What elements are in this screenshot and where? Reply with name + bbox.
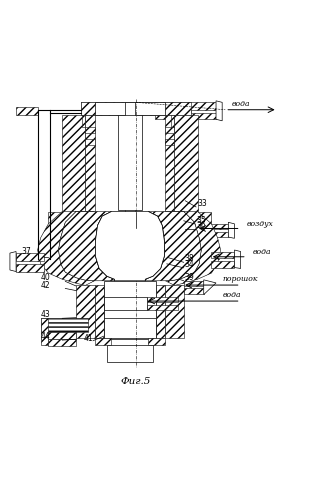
Bar [125, 102, 134, 262]
Bar [95, 102, 165, 115]
Polygon shape [228, 222, 235, 238]
Bar [171, 114, 175, 127]
Text: 37: 37 [22, 246, 31, 256]
Bar [41, 318, 88, 332]
Text: 44: 44 [41, 332, 50, 341]
Bar [81, 102, 191, 115]
Bar [211, 261, 235, 268]
Bar [85, 114, 95, 212]
Bar [49, 339, 76, 346]
Text: 38: 38 [185, 254, 194, 263]
Text: 43: 43 [41, 310, 50, 319]
Bar [95, 338, 112, 345]
Bar [118, 114, 142, 210]
Bar [165, 286, 184, 338]
Bar [165, 114, 175, 212]
Bar [104, 281, 156, 339]
Polygon shape [204, 280, 216, 294]
Bar [85, 140, 95, 145]
Bar [147, 297, 178, 302]
Bar [49, 212, 62, 224]
Bar [184, 281, 204, 286]
Bar [95, 286, 104, 338]
Polygon shape [58, 212, 115, 281]
Text: 41: 41 [84, 334, 93, 344]
Bar [165, 140, 175, 145]
Bar [104, 318, 156, 338]
Bar [165, 127, 175, 133]
Bar [197, 212, 211, 224]
Polygon shape [10, 252, 16, 272]
Bar [41, 332, 76, 339]
Bar [62, 212, 85, 224]
Text: 36: 36 [196, 221, 206, 230]
Polygon shape [235, 250, 241, 268]
Text: 42: 42 [41, 280, 50, 289]
Text: 33: 33 [197, 198, 207, 207]
Bar [104, 297, 147, 310]
Polygon shape [145, 212, 201, 281]
Bar [184, 288, 204, 294]
Bar [82, 114, 85, 127]
Text: Фиг.5: Фиг.5 [121, 377, 151, 386]
Text: 35: 35 [196, 216, 206, 224]
Bar [154, 113, 216, 119]
Text: 40: 40 [41, 273, 50, 282]
Text: 34: 34 [185, 260, 194, 268]
Bar [41, 318, 49, 345]
Polygon shape [216, 101, 222, 121]
Bar [62, 114, 85, 212]
Bar [16, 264, 44, 272]
Bar [175, 114, 197, 212]
Bar [156, 286, 165, 338]
Text: 39: 39 [185, 272, 194, 281]
Bar [211, 252, 235, 258]
Polygon shape [95, 212, 164, 281]
Bar [107, 346, 153, 362]
Bar [16, 253, 44, 261]
Text: порошок: порошок [222, 276, 257, 283]
Polygon shape [165, 212, 221, 286]
Text: вода: вода [253, 248, 271, 256]
Bar [197, 232, 228, 237]
Polygon shape [38, 212, 95, 286]
Bar [148, 338, 165, 345]
Bar [175, 212, 197, 224]
Bar [76, 286, 95, 338]
Bar [197, 224, 228, 230]
Text: вода: вода [222, 292, 241, 300]
Bar [85, 127, 95, 133]
Text: вода: вода [231, 100, 250, 108]
Bar [16, 107, 38, 114]
Text: воздух: воздух [247, 220, 273, 228]
Bar [154, 102, 216, 110]
Bar [147, 305, 178, 310]
Bar [81, 102, 191, 115]
